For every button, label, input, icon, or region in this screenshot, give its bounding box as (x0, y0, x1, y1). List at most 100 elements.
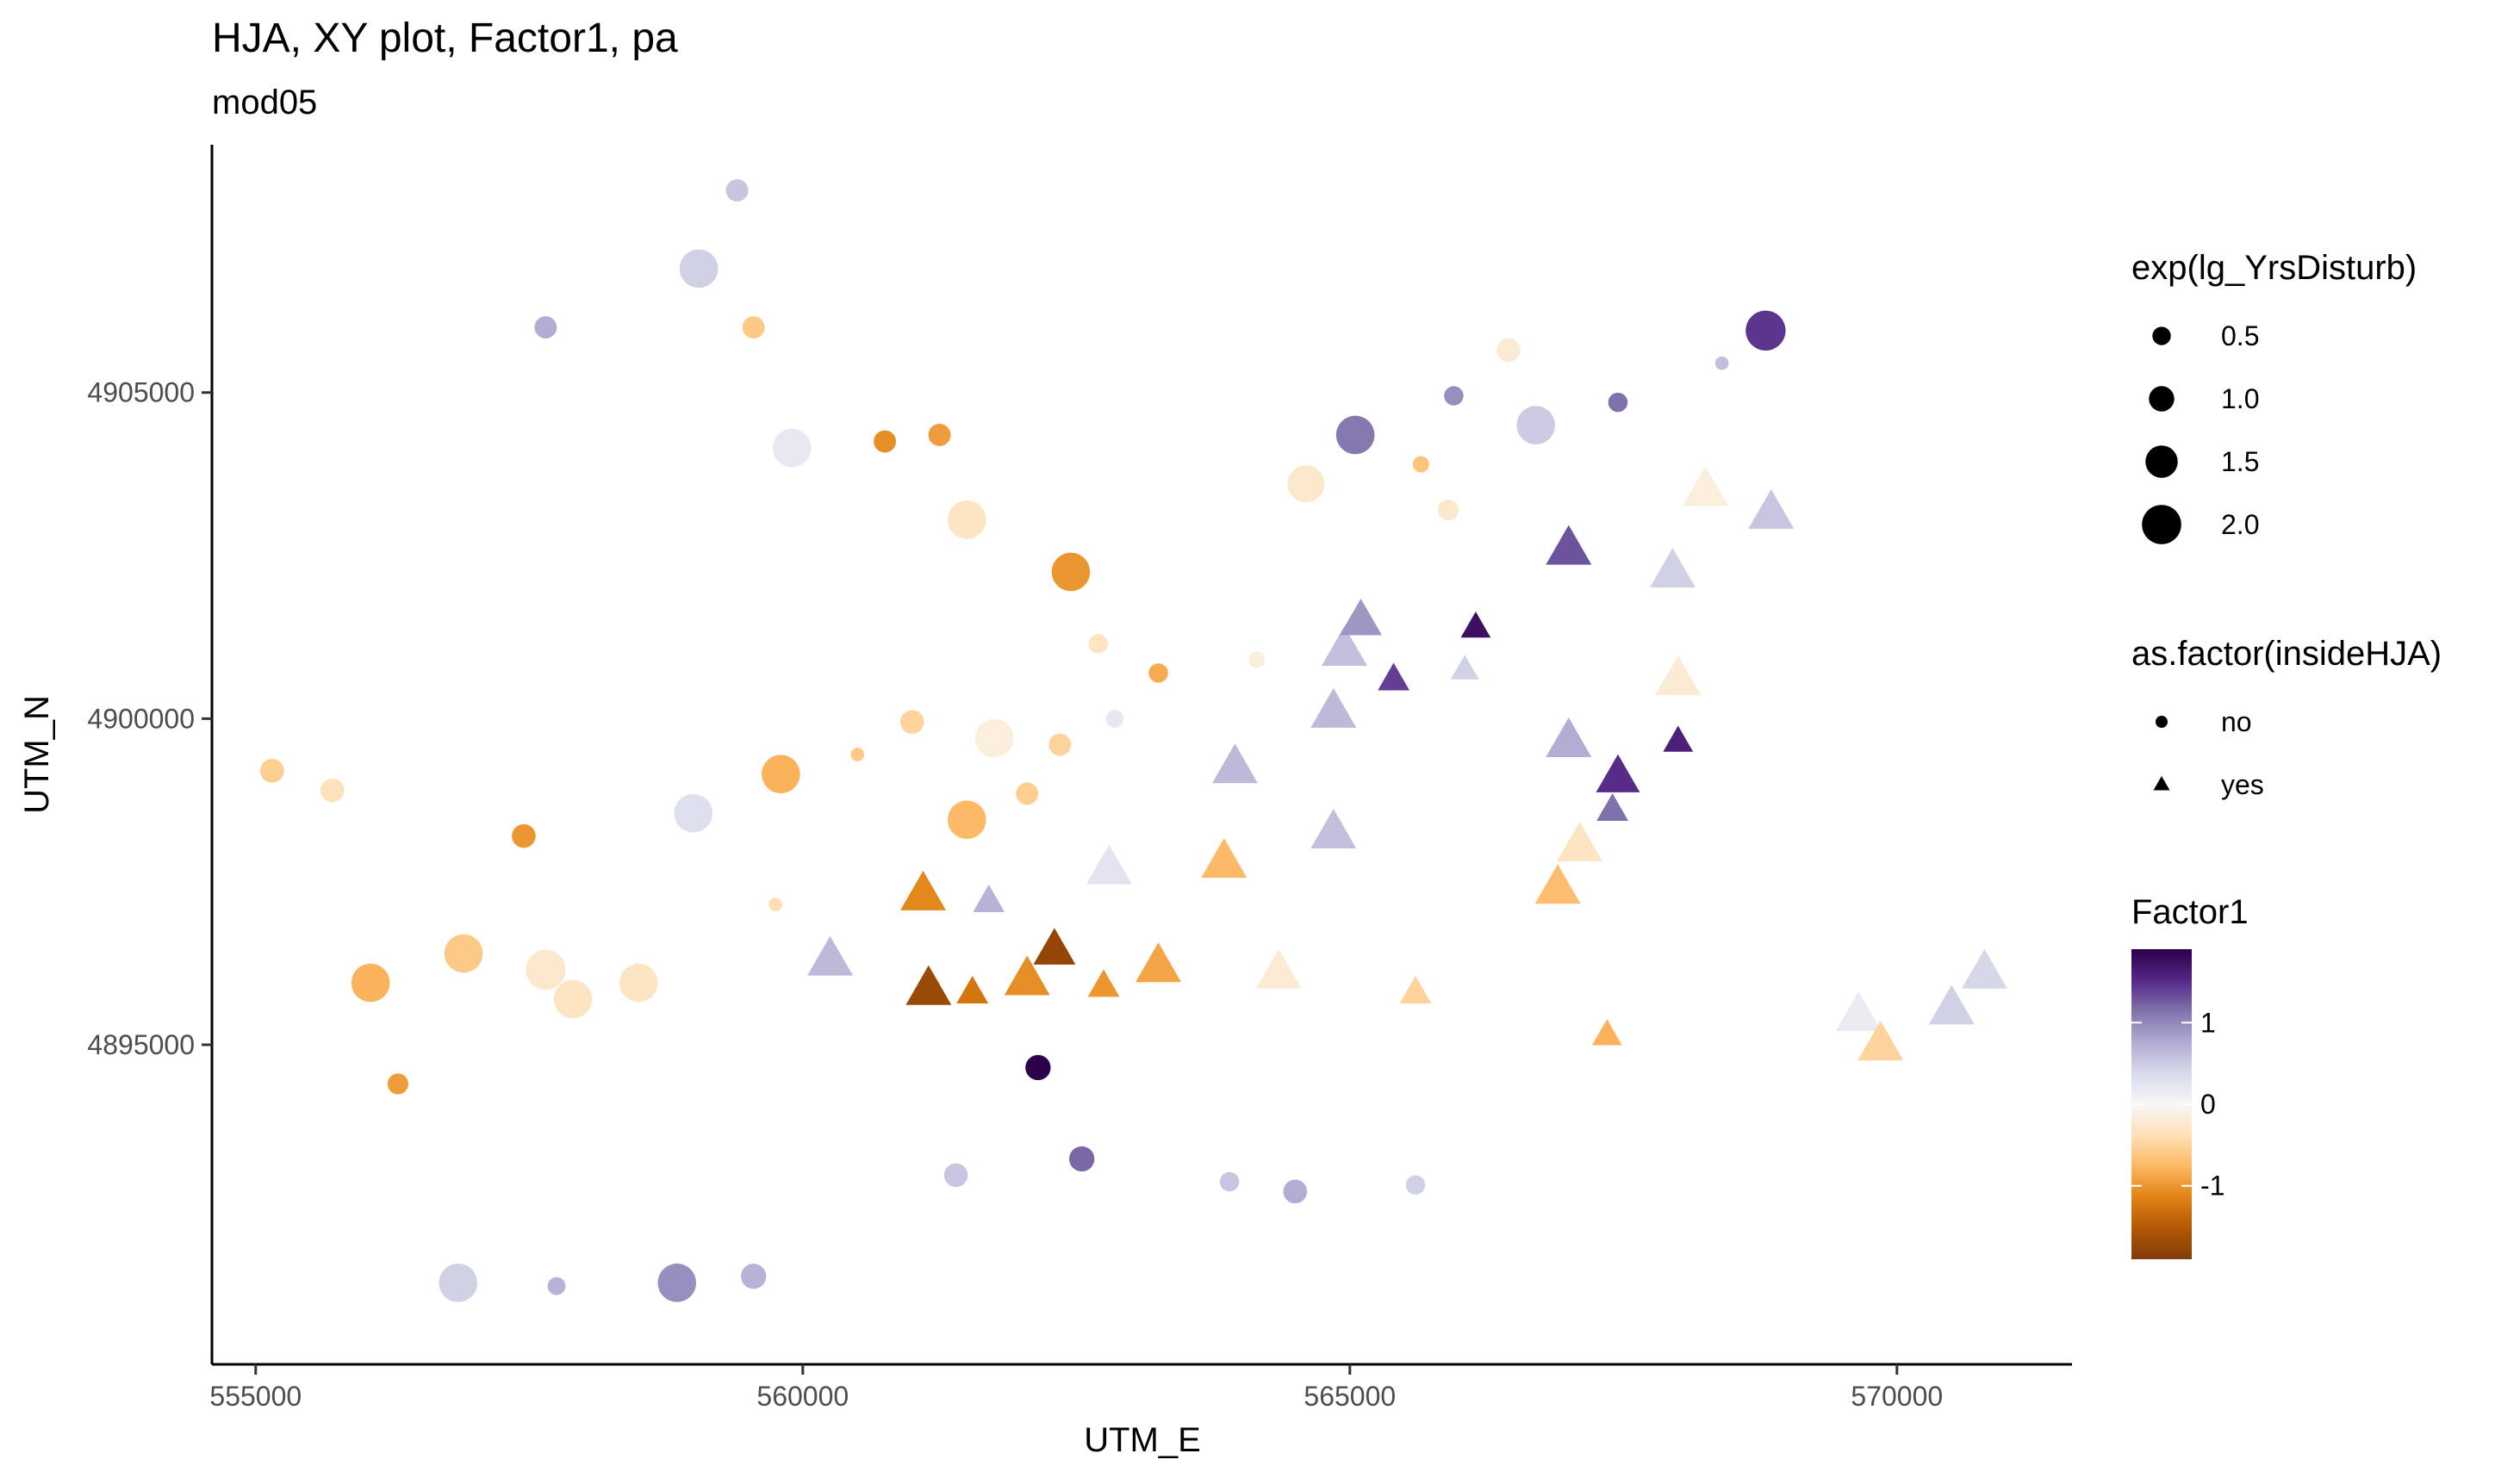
point-circle-22 (260, 759, 284, 783)
point-circle-8 (1051, 552, 1091, 592)
point-circle-0 (725, 179, 749, 202)
point-circle-5 (874, 430, 896, 453)
shape-legend-title: as.factor(insideHJA) (2131, 635, 2442, 673)
point-circle-40 (387, 1073, 408, 1095)
point-triangle-53 (905, 965, 952, 1005)
point-circle-14 (1412, 456, 1429, 473)
point-circle-7 (948, 500, 986, 539)
point-triangle-78 (1596, 754, 1640, 792)
point-triangle-54 (956, 976, 989, 1003)
point-circle-24 (512, 823, 536, 848)
y-tick-label: 4900000 (87, 703, 195, 734)
point-triangle-87 (1961, 948, 2007, 989)
shape-legend: as.factor(insideHJA) no yes (2131, 635, 2442, 800)
point-circle-34 (1105, 709, 1124, 728)
point-triangle-79 (1663, 725, 1694, 752)
size-legend-key (2142, 505, 2181, 544)
point-circle-10 (1148, 663, 1168, 683)
point-triangle-61 (1201, 838, 1248, 879)
point-circle-30 (948, 800, 986, 840)
point-triangle-68 (1378, 662, 1409, 691)
point-triangle-85 (1857, 1021, 1904, 1061)
size-legend-label: 0.5 (2221, 320, 2259, 351)
x-tick-label: 570000 (1851, 1381, 1943, 1412)
point-circle-21 (1745, 310, 1786, 351)
point-circle-12 (1287, 465, 1325, 503)
point-circle-1 (679, 249, 719, 289)
colorbar-label: 1 (2200, 1007, 2216, 1038)
point-triangle-83 (1748, 489, 1795, 529)
point-circle-20 (1714, 356, 1729, 370)
point-triangle-58 (1087, 969, 1120, 997)
size-legend-key (2152, 326, 2171, 345)
point-circle-44 (1219, 1171, 1240, 1192)
point-triangle-63 (1255, 948, 1302, 989)
point-circle-41 (1025, 1054, 1051, 1081)
x-tick-label: 555000 (209, 1381, 302, 1412)
point-triangle-67 (1340, 599, 1382, 636)
point-triangle-74 (1546, 717, 1592, 757)
point-triangle-84 (1835, 991, 1882, 1031)
x-tick-label: 565000 (1304, 1381, 1396, 1412)
size-legend-label: 1.0 (2221, 383, 2259, 414)
shape-legend-key-no (2156, 716, 2168, 728)
size-legend: exp(lg_YrsDisturb) 0.5 1.0 1.5 2.0 (2131, 249, 2417, 544)
point-circle-23 (320, 778, 345, 803)
point-circle-19 (1608, 392, 1628, 413)
point-triangle-75 (1557, 822, 1602, 862)
chart-subtitle: mod05 (212, 84, 317, 121)
x-axis-ticks: 555000 560000 565000 570000 (209, 1364, 1943, 1412)
point-circle-35 (351, 963, 390, 1003)
point-triangle-73 (1546, 525, 1592, 565)
point-triangle-62 (1212, 743, 1258, 784)
size-legend-title: exp(lg_YrsDisturb) (2131, 249, 2417, 287)
point-triangle-52 (900, 870, 946, 910)
point-triangle-72 (1534, 864, 1581, 904)
shape-legend-items: no yes (2153, 706, 2264, 800)
point-circle-50 (741, 1264, 767, 1289)
point-circle-29 (900, 710, 924, 734)
point-triangle-51 (807, 935, 853, 976)
point-triangle-57 (1033, 928, 1076, 965)
color-legend: Factor1 1 0 -1 (2131, 893, 2249, 1259)
point-circle-45 (1283, 1179, 1308, 1204)
point-triangle-76 (1591, 1019, 1622, 1046)
point-circle-37 (526, 949, 566, 991)
colorbar-label: 0 (2200, 1089, 2216, 1120)
y-axis-label: UTM_N (18, 695, 56, 814)
point-circle-18 (1516, 406, 1555, 444)
y-tick-label: 4895000 (87, 1029, 195, 1060)
point-circle-16 (1444, 386, 1464, 406)
point-circle-36 (444, 934, 483, 973)
point-circle-13 (1335, 415, 1375, 455)
size-legend-label: 2.0 (2221, 509, 2259, 540)
point-circle-3 (742, 316, 765, 338)
point-circle-38 (553, 979, 593, 1019)
point-circle-2 (534, 316, 557, 338)
point-circle-49 (657, 1264, 697, 1302)
point-triangle-69 (1399, 976, 1432, 1003)
colorbar-label: -1 (2200, 1171, 2224, 1202)
point-triangle-82 (1683, 466, 1728, 506)
point-triangle-55 (973, 885, 1005, 912)
shape-legend-label: no (2221, 706, 2252, 737)
colorbar-ticks: 1 0 -1 (2131, 1007, 2224, 1202)
point-circle-46 (1405, 1175, 1426, 1196)
color-legend-title: Factor1 (2131, 893, 2249, 931)
point-circle-25 (674, 793, 713, 833)
point-circle-17 (1496, 338, 1521, 363)
y-tick-label: 4905000 (87, 377, 195, 408)
point-circle-9 (1088, 634, 1108, 654)
y-axis-ticks: 4895000 4900000 4905000 (87, 377, 212, 1060)
point-circle-4 (772, 428, 812, 468)
size-legend-key (2145, 445, 2178, 478)
size-legend-label: 1.5 (2221, 446, 2259, 477)
point-triangle-86 (1928, 984, 1975, 1025)
point-triangle-60 (1136, 942, 1181, 983)
point-circle-15 (1438, 499, 1459, 521)
plot-marks (260, 179, 2007, 1302)
point-circle-31 (974, 718, 1014, 758)
point-circle-47 (439, 1264, 478, 1302)
point-triangle-70 (1450, 655, 1479, 680)
